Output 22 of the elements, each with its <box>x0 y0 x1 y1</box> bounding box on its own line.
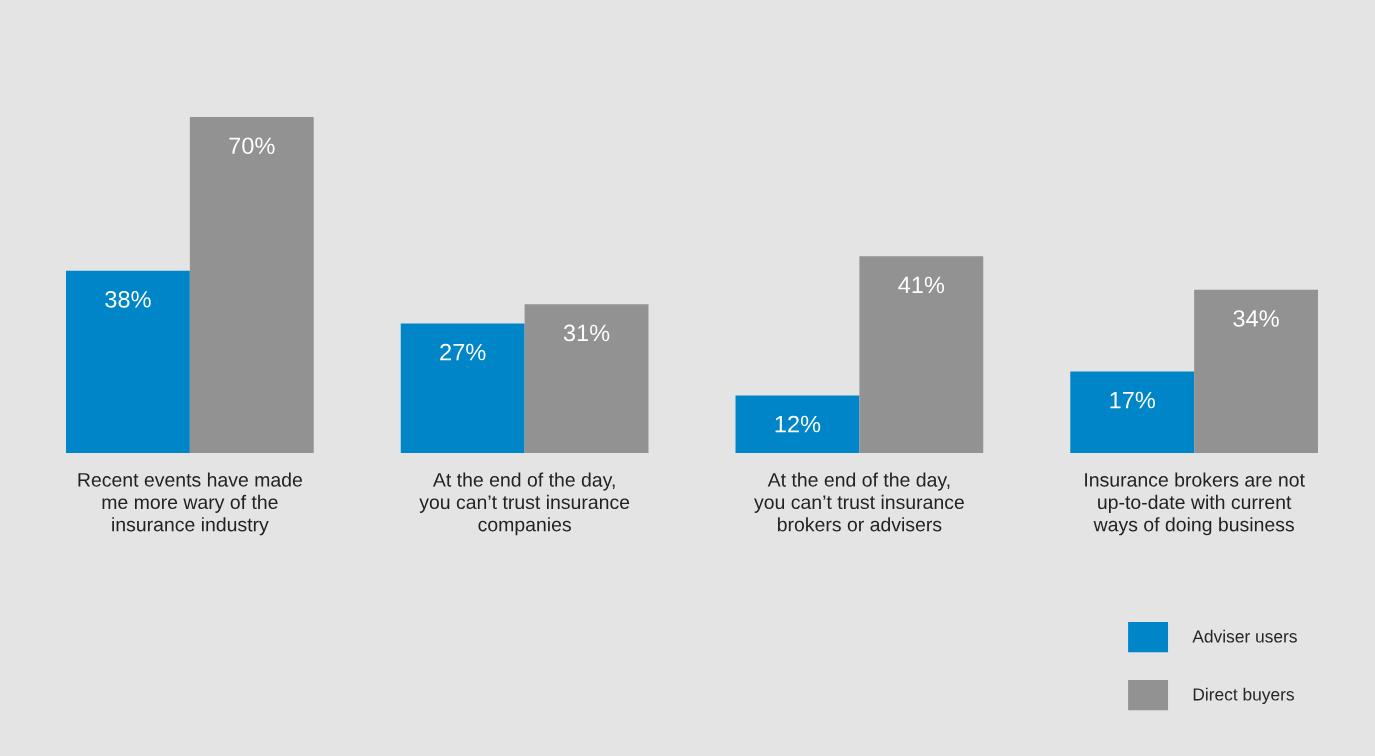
data-label: 12% <box>775 415 821 433</box>
data-label: 38% <box>105 290 151 308</box>
x-tick-label: Insurance brokers are not up-to-date with current ways of doing business <box>1085 472 1305 536</box>
legend-label: Adviser users <box>1192 629 1297 643</box>
bar <box>735 395 860 453</box>
bar <box>189 117 314 453</box>
bar <box>524 304 649 453</box>
x-tick-label: At the end of the day, you can’t trust insurance brokers or advisers <box>754 472 964 532</box>
bar <box>859 256 984 453</box>
bar <box>400 323 525 453</box>
data-label: 27% <box>440 343 486 361</box>
bar <box>1070 371 1195 453</box>
data-label: 41% <box>898 276 945 294</box>
data-label: 34% <box>1233 310 1279 327</box>
bar <box>1194 289 1318 453</box>
data-label: 70% <box>229 137 275 155</box>
data-label: 31% <box>563 324 610 342</box>
bar <box>66 270 190 453</box>
x-tick-label: Recent events have made me more wary of the insurance industry <box>78 472 302 536</box>
x-tick-label: At the end of the day, you can’t trust insurance companies <box>419 472 630 536</box>
legend-label: Direct buyers <box>1193 687 1294 705</box>
data-label: 17% <box>1110 391 1155 409</box>
